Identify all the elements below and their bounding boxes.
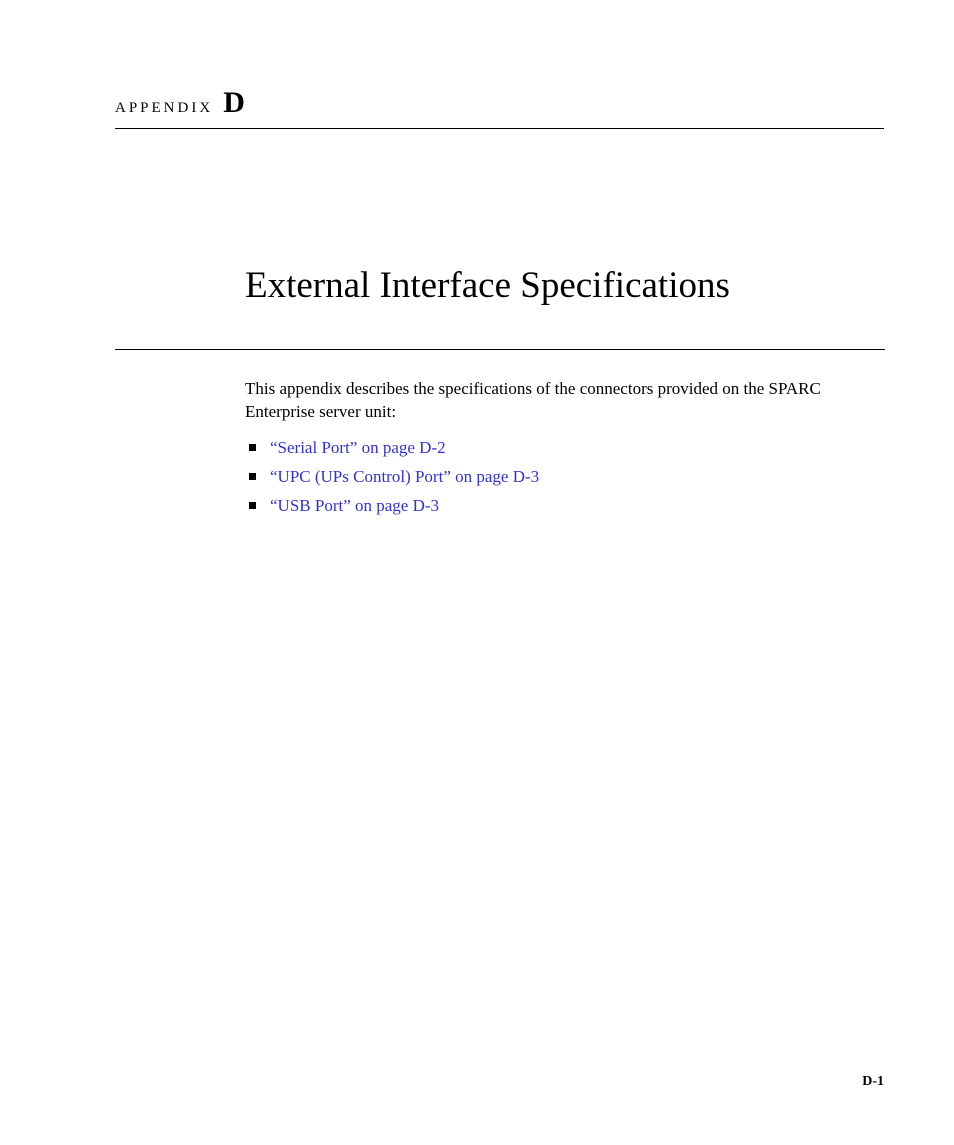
intro-paragraph: This appendix describes the specificatio… xyxy=(245,378,885,424)
link-list: “Serial Port” on page D-2 “UPC (UPs Cont… xyxy=(245,438,885,516)
link-serial-port[interactable]: “Serial Port” on page D-2 xyxy=(270,438,446,458)
body-content: This appendix describes the specificatio… xyxy=(245,378,885,516)
appendix-label: APPENDIX xyxy=(115,100,213,117)
appendix-header: APPENDIX D xyxy=(115,86,884,120)
list-item: “UPC (UPs Control) Port” on page D-3 xyxy=(249,467,885,487)
square-bullet-icon xyxy=(249,473,256,480)
square-bullet-icon xyxy=(249,444,256,451)
page: APPENDIX D External Interface Specificat… xyxy=(0,0,954,1145)
link-usb-port[interactable]: “USB Port” on page D-3 xyxy=(270,496,439,516)
page-title: External Interface Specifications xyxy=(245,264,884,307)
list-item: “USB Port” on page D-3 xyxy=(249,496,885,516)
page-number: D-1 xyxy=(862,1074,884,1090)
appendix-letter: D xyxy=(223,86,245,120)
square-bullet-icon xyxy=(249,502,256,509)
horizontal-rule-mid xyxy=(115,349,885,350)
list-item: “Serial Port” on page D-2 xyxy=(249,438,885,458)
link-upc-port[interactable]: “UPC (UPs Control) Port” on page D-3 xyxy=(270,467,539,487)
horizontal-rule-top xyxy=(115,128,884,129)
